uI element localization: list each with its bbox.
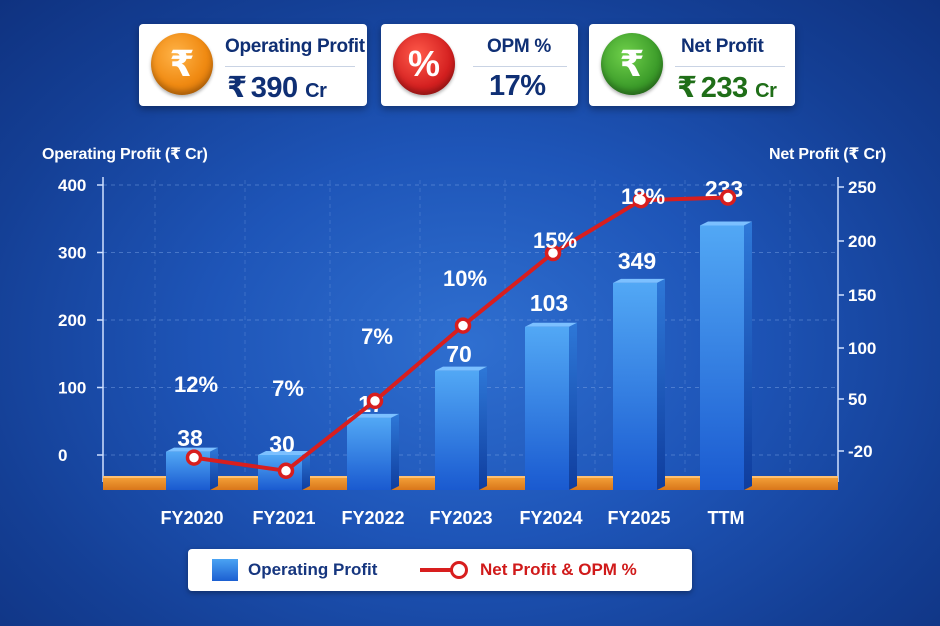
- x-tick-label: FY2023: [429, 508, 492, 528]
- y-tick-label-right: 100: [848, 339, 876, 358]
- bar-top: [435, 366, 487, 371]
- kpi-value: 17%: [489, 70, 546, 102]
- kpi-label: Net Profit: [681, 36, 764, 57]
- bar-side: [391, 413, 399, 490]
- y-tick-label-right: -20: [848, 442, 873, 461]
- y-tick-label-left: 200: [58, 311, 86, 330]
- y-tick-label-left: 400: [58, 176, 86, 195]
- bar: [347, 417, 391, 490]
- legend-label-line: Net Profit & OPM %: [480, 560, 637, 579]
- line-point-label: 10%: [443, 266, 487, 291]
- rupee-coin-icon: ₹: [151, 33, 213, 95]
- line-point-label: 15%: [533, 228, 577, 253]
- rupee-arrow-icon: ₹: [601, 33, 663, 95]
- line-point: [544, 244, 562, 262]
- bar-side: [744, 221, 752, 490]
- line-point-label: 7%: [272, 376, 304, 401]
- percent-badge-icon: %: [393, 33, 455, 95]
- x-tick-label: FY2024: [519, 508, 582, 528]
- kpi-card-opm: % OPM % 17%: [381, 24, 578, 106]
- y-tick-label-left: 100: [58, 379, 86, 398]
- bar-value-label: 349: [618, 248, 656, 274]
- y-tick-label-left: 300: [58, 244, 86, 263]
- y-tick-label-right: 50: [848, 390, 867, 409]
- legend-swatch-marker: [450, 561, 468, 579]
- legend-swatch-bar: [212, 559, 238, 581]
- kpi-card-net-profit: ₹ Net Profit ₹233 Cr: [589, 24, 795, 106]
- legend-swatch-line: [420, 568, 462, 572]
- x-tick-label: FY2025: [607, 508, 670, 528]
- y-tick-label-right: 150: [848, 286, 876, 305]
- line-point: [185, 449, 203, 466]
- kpi-card-operating-profit: ₹ Operating Profit ₹390 Cr: [139, 24, 367, 106]
- legend-label-bar: Operating Profit: [248, 560, 378, 579]
- x-tick-label: FY2020: [160, 508, 223, 528]
- y-axis-title-right: Net Profit (₹ Cr): [769, 146, 887, 163]
- y-tick-label-right: 200: [848, 232, 876, 251]
- bar-value-label: 103: [530, 290, 568, 316]
- bar: [525, 326, 569, 490]
- line-point: [277, 462, 295, 480]
- line-point-label: 18%: [621, 184, 665, 209]
- line-point: [719, 189, 737, 206]
- bar-top: [613, 278, 665, 283]
- x-tick-label: FY2021: [252, 508, 315, 528]
- bar-side: [479, 366, 487, 490]
- bar-side: [210, 447, 218, 490]
- line-point: [632, 191, 650, 209]
- chart-legend: Operating Profit Net Profit & OPM %: [188, 549, 692, 591]
- kpi-value: ₹233 Cr: [677, 72, 777, 104]
- bar-side: [302, 451, 310, 490]
- bar-top: [258, 451, 310, 455]
- y-tick-label-right: 250: [848, 178, 876, 197]
- line-point: [366, 392, 384, 410]
- line-point-label: 7%: [361, 324, 393, 349]
- line-point-label: 12%: [174, 372, 218, 397]
- bar-side: [569, 322, 577, 490]
- bar: [700, 225, 744, 490]
- bar-value-label: 70: [446, 341, 472, 367]
- y-tick-label-left: 0: [58, 446, 67, 465]
- bar: [613, 282, 657, 490]
- kpi-label: OPM %: [487, 36, 551, 57]
- bar: [435, 370, 479, 490]
- x-tick-label: TTM: [708, 508, 745, 528]
- bar-top: [700, 221, 752, 226]
- bar-side: [657, 278, 665, 490]
- bar-top: [525, 322, 577, 327]
- line-point: [454, 317, 472, 334]
- x-tick-label: FY2022: [341, 508, 404, 528]
- y-axis-title-left: Operating Profit (₹ Cr): [42, 146, 208, 163]
- kpi-value: ₹390 Cr: [227, 72, 327, 104]
- bar-value-label: 30: [269, 431, 295, 457]
- bar-value-label: 38: [177, 425, 203, 451]
- kpi-label: Operating Profit: [225, 36, 365, 57]
